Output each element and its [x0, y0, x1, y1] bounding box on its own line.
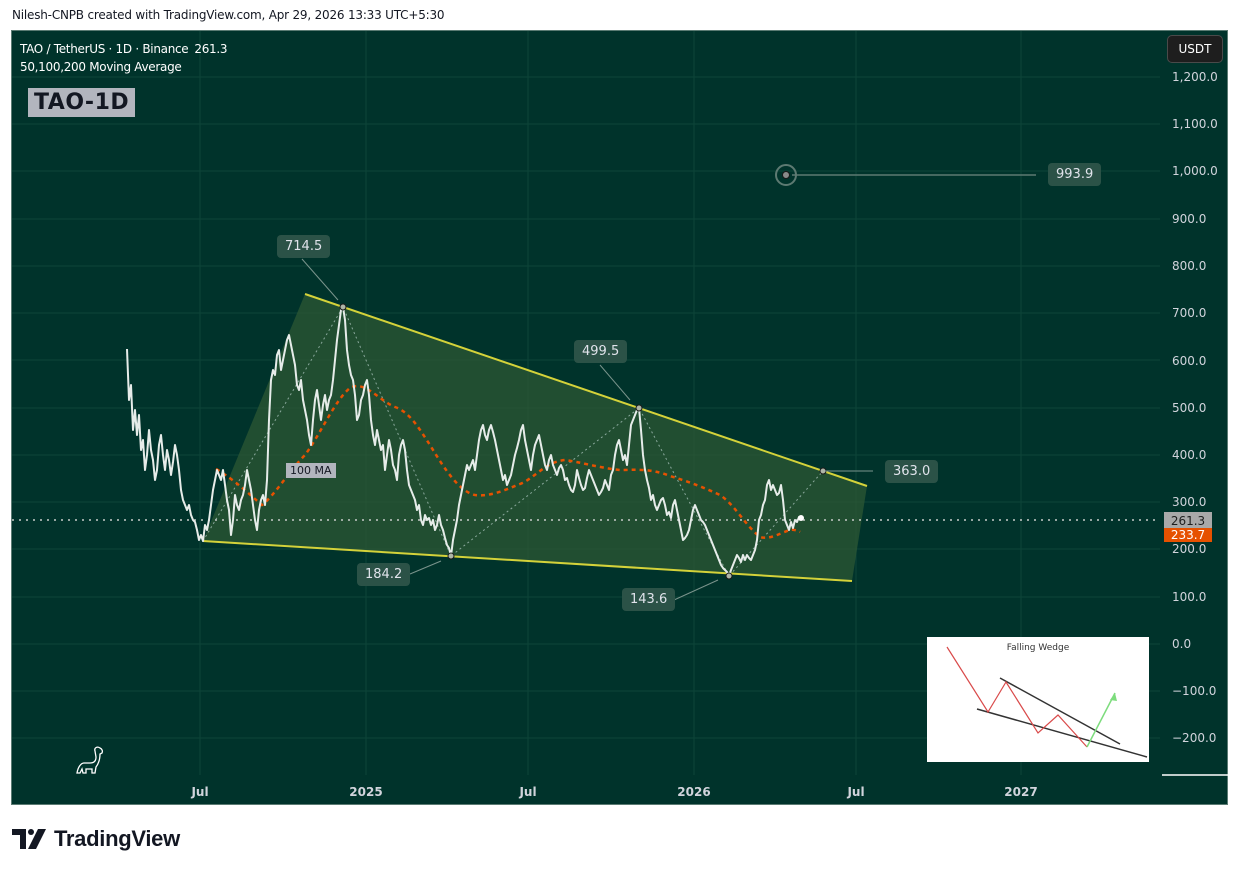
y-tick: −100.0: [1172, 684, 1217, 698]
y-tick: 700.0: [1172, 306, 1207, 320]
callout-target[interactable]: 993.9: [1048, 163, 1102, 186]
chart-legend[interactable]: TAO / TetherUS · 1D · Binance 261.3 50,10…: [20, 40, 228, 76]
currency-button[interactable]: USDT: [1167, 35, 1223, 63]
y-tick: 300.0: [1172, 495, 1207, 509]
indicator-label[interactable]: 50,100,200 Moving Average: [20, 60, 182, 74]
y-tick: 600.0: [1172, 354, 1207, 368]
x-tick: Jul: [847, 785, 865, 799]
falling-wedge-inset: Falling Wedge: [927, 637, 1149, 762]
x-tick: Jul: [519, 785, 537, 799]
dinosaur-icon[interactable]: [74, 745, 106, 777]
y-tick: 0.0: [1172, 637, 1192, 651]
y-tick: 500.0: [1172, 401, 1207, 415]
inset-title: Falling Wedge: [1006, 643, 1070, 653]
target-icon-outer: [775, 164, 797, 186]
wedge-fill: [203, 294, 867, 581]
x-tick: 2026: [677, 785, 711, 799]
ma-100-line: [215, 384, 801, 539]
y-tick: 1,100.0: [1172, 117, 1218, 131]
attribution-text: Nilesh-CNPB created with TradingView.com…: [12, 8, 445, 22]
callout-second-high[interactable]: 499.5: [574, 340, 628, 363]
y-tick: 400.0: [1172, 448, 1207, 462]
x-tick: 2025: [349, 785, 383, 799]
callout-first-low[interactable]: 184.2: [357, 563, 411, 586]
tradingview-logo-icon: [12, 829, 46, 849]
tradingview-logo[interactable]: TradingView: [12, 826, 180, 852]
price-line: [126, 306, 802, 577]
callout-second-low[interactable]: 143.6: [622, 588, 676, 611]
wedge-upper-line: [304, 293, 868, 487]
ma-price-tag: 233.7: [1164, 528, 1212, 542]
x-tick: Jul: [191, 785, 209, 799]
y-tick: 100.0: [1172, 590, 1207, 604]
y-tick: 1,000.0: [1172, 164, 1218, 178]
wedge-lower-line: [202, 540, 853, 582]
last-price-tag: 261.3: [1164, 512, 1212, 529]
y-tick: 1,200.0: [1172, 70, 1218, 84]
tradingview-logo-text: TradingView: [54, 826, 180, 851]
y-tick: 200.0: [1172, 542, 1207, 556]
legend-last-price: 261.3: [194, 42, 228, 56]
last-price-dot: [798, 515, 804, 521]
ma-label: 100 MA: [286, 463, 336, 478]
target-icon-inner: [782, 171, 790, 179]
callout-breakout[interactable]: 363.0: [885, 460, 939, 483]
callout-peak-high[interactable]: 714.5: [277, 235, 331, 258]
title-badge: TAO-1D: [28, 88, 136, 117]
falling-wedge-diagram: [946, 646, 1148, 758]
callout-connectors: [301, 258, 873, 601]
y-tick: −200.0: [1172, 731, 1217, 745]
y-tick: 900.0: [1172, 212, 1207, 226]
symbol-label[interactable]: TAO / TetherUS · 1D · Binance: [20, 42, 189, 56]
pivot-markers: [339, 303, 827, 580]
y-tick: 800.0: [1172, 259, 1207, 273]
x-tick: 2027: [1004, 785, 1038, 799]
